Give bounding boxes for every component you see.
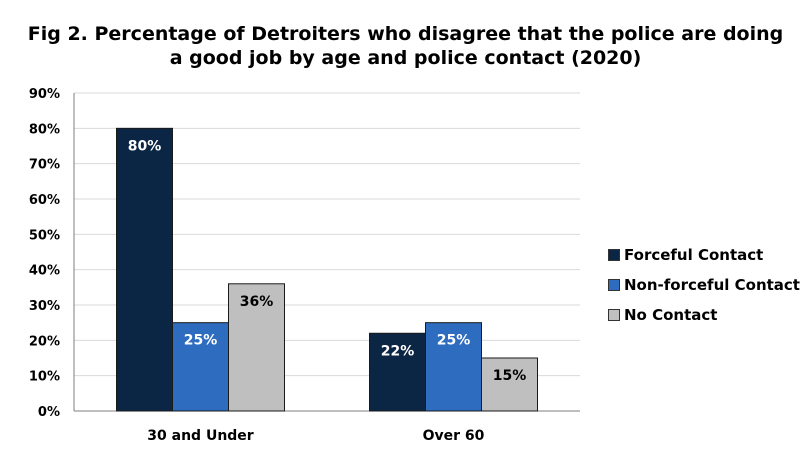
legend-swatch-non-forceful xyxy=(608,279,620,291)
y-tick-label: 90% xyxy=(29,87,60,102)
y-tick-label: 0% xyxy=(38,405,60,420)
y-tick-label: 70% xyxy=(29,158,60,173)
y-tick-label: 20% xyxy=(29,334,60,349)
bar xyxy=(228,283,285,412)
x-category-label: 30 and Under xyxy=(147,428,254,444)
y-tick-label: 40% xyxy=(29,264,60,279)
legend-label-no-contact: No Contact xyxy=(624,306,718,324)
title-line-1: Fig 2. Percentage of Detroiters who disa… xyxy=(27,23,784,45)
x-category-label: Over 60 xyxy=(423,428,485,444)
bar xyxy=(481,357,538,412)
y-tick-label: 10% xyxy=(29,370,60,385)
bar xyxy=(369,332,426,412)
title-line-2: a good job by age and police contact (20… xyxy=(169,47,642,69)
y-tick-label: 50% xyxy=(29,228,60,243)
legend-item-non-forceful: Non-forceful Contact xyxy=(608,270,800,300)
legend-item-forceful: Forceful Contact xyxy=(608,240,800,270)
y-tick-label: 30% xyxy=(29,299,60,314)
data-label: 25% xyxy=(437,333,471,349)
legend-swatch-forceful xyxy=(608,249,620,261)
bar xyxy=(425,322,482,412)
data-label: 80% xyxy=(128,138,162,154)
chart-title: Fig 2. Percentage of Detroiters who disa… xyxy=(0,22,811,70)
legend: Forceful Contact Non-forceful Contact No… xyxy=(608,240,800,330)
legend-label-non-forceful: Non-forceful Contact xyxy=(624,276,800,294)
legend-label-forceful: Forceful Contact xyxy=(624,246,764,264)
bar xyxy=(172,322,229,412)
data-label: 25% xyxy=(184,333,218,349)
legend-item-no-contact: No Contact xyxy=(608,300,800,330)
y-tick-label: 80% xyxy=(29,122,60,137)
legend-swatch-no-contact xyxy=(608,309,620,321)
data-label: 22% xyxy=(381,343,415,359)
data-label: 36% xyxy=(240,294,274,310)
data-label: 15% xyxy=(493,368,527,384)
bar xyxy=(116,127,173,412)
y-tick-label: 60% xyxy=(29,193,60,208)
